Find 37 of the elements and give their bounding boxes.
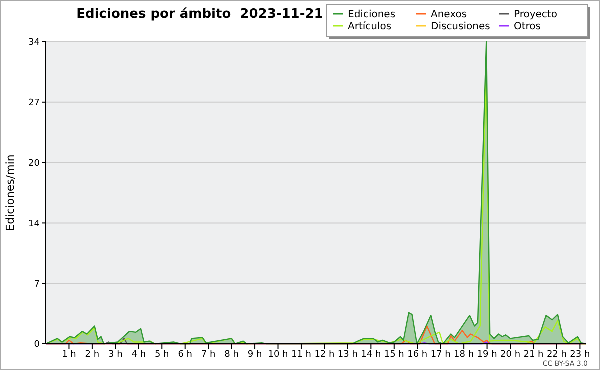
y-axis-title: Ediciones/min [4, 154, 17, 232]
x-tick-label: 18 h [454, 350, 474, 360]
x-tick-label: 11 h [291, 350, 312, 360]
legend-label: Artículos [348, 22, 392, 32]
x-tick-label: 7 h [201, 350, 216, 360]
x-tick-label: 22 h [546, 350, 567, 360]
x-tick-label: 2 h [85, 350, 100, 360]
x-tick-label: 6 h [178, 350, 193, 360]
x-tick-label: 16 h [408, 350, 428, 360]
x-tick-label: 23 h [570, 350, 590, 360]
y-tick-label: 14 [28, 219, 40, 230]
y-tick-label: 0 [34, 340, 40, 350]
x-tick-label: 19 h [477, 350, 498, 360]
y-tick-label: 27 [28, 98, 40, 109]
x-tick-label: 4 h [132, 350, 146, 360]
x-tick-label: 9 h [248, 350, 262, 360]
x-tick-label: 3 h [108, 350, 123, 360]
x-tick-label: 5 h [154, 350, 170, 360]
y-tick-label: 20 [28, 158, 40, 169]
y-tick-label: 7 [34, 280, 40, 290]
x-tick-label: 1 h [62, 350, 76, 360]
legend-label: Discusiones [431, 22, 490, 32]
legend-label: Ediciones [348, 10, 396, 20]
x-tick-label: 10 h [268, 350, 288, 360]
x-tick-label: 14 h [361, 350, 382, 360]
x-tick-label: 20 h [500, 350, 521, 360]
x-tick-label: 13 h [338, 350, 358, 360]
legend-label: Proyecto [514, 10, 558, 20]
x-tick-label: 8 h [224, 350, 239, 360]
chart-title: Ediciones por ámbito 2023-11-21 [76, 7, 324, 22]
x-tick-label: 17 h [430, 350, 451, 360]
legend-label: Otros [514, 22, 542, 32]
y-tick-label: 34 [28, 38, 40, 48]
x-tick-label: 12 h [314, 350, 335, 360]
legend-label: Anexos [431, 10, 468, 20]
x-tick-label: 15 h [384, 350, 404, 360]
x-tick-label: 21 h [524, 350, 544, 360]
